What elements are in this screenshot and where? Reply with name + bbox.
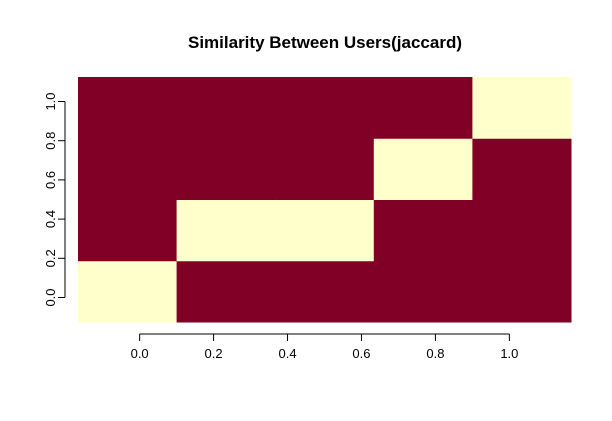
heatmap-cell <box>275 260 375 323</box>
y-tick-label: 0.8 <box>43 132 58 150</box>
heatmap-cell <box>176 138 276 200</box>
y-axis: 0.0 0.2 0.4 0.6 0.8 1.0 <box>43 92 66 307</box>
x-tick-label: 0.0 <box>131 346 149 361</box>
heatmap-cell <box>78 138 178 200</box>
heatmap-cell <box>373 77 473 139</box>
y-tick-label: 0.6 <box>43 171 58 189</box>
y-tick-label: 0.2 <box>43 249 58 267</box>
heatmap-cell <box>472 199 572 262</box>
heatmap-cell <box>373 260 473 323</box>
y-tick-label: 0.4 <box>43 210 58 228</box>
y-tick-label: 0.0 <box>43 288 58 306</box>
heatmap-cell <box>78 199 178 262</box>
heatmap-cell <box>373 199 473 262</box>
x-tick-label: 0.4 <box>278 346 296 361</box>
heatmap-cell <box>472 260 572 323</box>
heatmap-cell <box>176 199 276 262</box>
heatmap-cell <box>275 138 375 200</box>
x-tick-label: 1.0 <box>500 346 518 361</box>
heatmap-cell <box>176 77 276 139</box>
x-tick-label: 0.8 <box>426 346 444 361</box>
x-tick-label: 0.6 <box>352 346 370 361</box>
x-tick-label: 0.2 <box>205 346 223 361</box>
heatmap-cell <box>78 77 178 139</box>
chart-title: Similarity Between Users(jaccard) <box>188 33 462 52</box>
x-axis: 0.0 0.2 0.4 0.6 0.8 1.0 <box>131 333 518 361</box>
heatmap-cell <box>275 77 375 139</box>
heatmap-cell <box>472 77 572 139</box>
heatmap-cell <box>176 260 276 323</box>
y-tick-label: 1.0 <box>43 92 58 110</box>
heatmap-cell <box>373 138 473 200</box>
heatmap-cell <box>78 260 178 323</box>
heatmap-cell <box>275 199 375 262</box>
heatmap-cells <box>78 77 572 323</box>
heatmap-cell <box>472 138 572 200</box>
